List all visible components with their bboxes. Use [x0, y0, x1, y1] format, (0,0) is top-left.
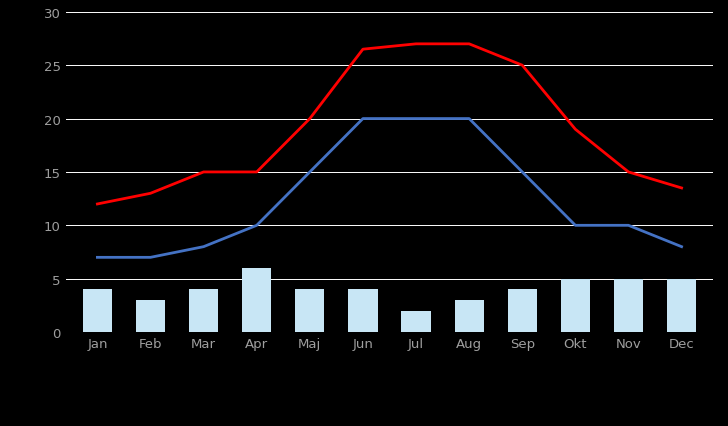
Bar — [401, 311, 431, 332]
Bar — [296, 290, 325, 332]
Bar — [83, 290, 112, 332]
Bar — [667, 279, 696, 332]
Bar — [614, 279, 643, 332]
Bar — [454, 300, 483, 332]
Bar — [348, 290, 378, 332]
Bar — [189, 290, 218, 332]
Bar — [136, 300, 165, 332]
Bar — [242, 268, 272, 332]
Bar — [561, 279, 590, 332]
Bar — [507, 290, 537, 332]
